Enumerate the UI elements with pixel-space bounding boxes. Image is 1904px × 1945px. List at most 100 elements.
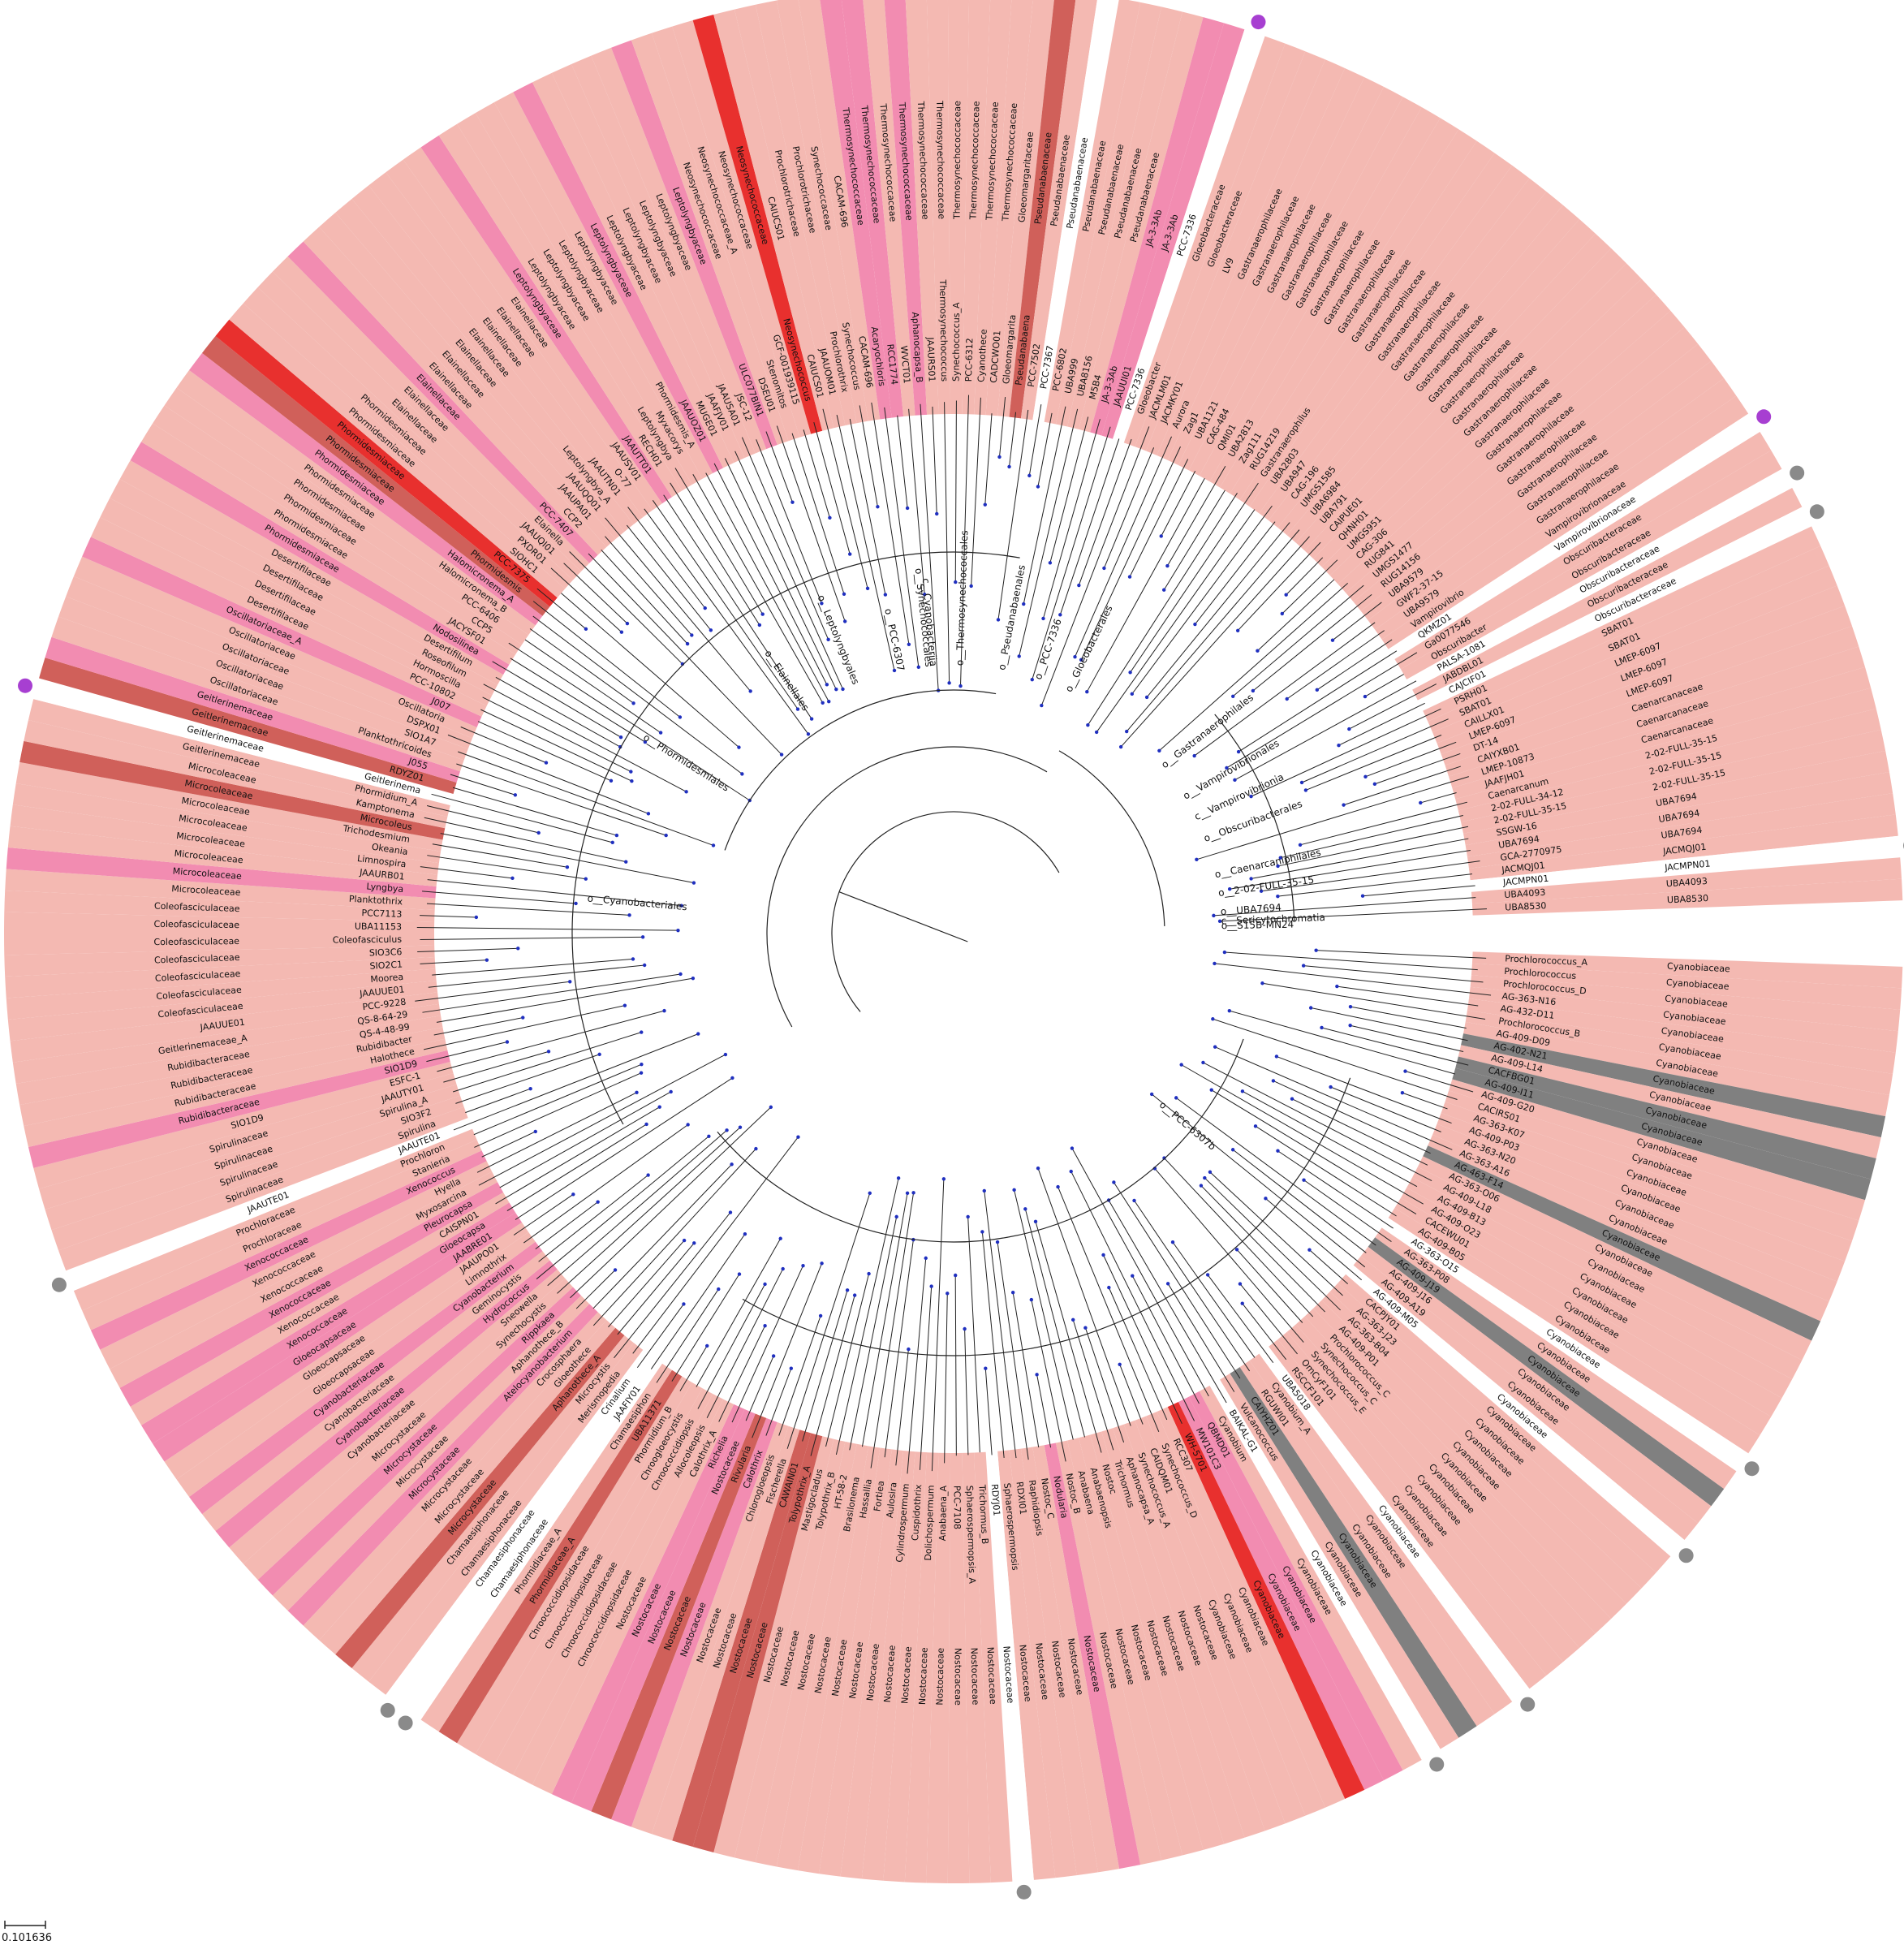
clade-band	[884, 0, 928, 416]
tree-node	[771, 1354, 776, 1358]
tree-node	[1149, 1092, 1154, 1097]
tip-family-label: Cyanobiaceae	[1665, 977, 1730, 992]
annotation-dot	[1520, 1697, 1536, 1712]
tip-branch	[422, 891, 576, 904]
clade-band	[692, 14, 823, 434]
clade-band	[10, 804, 439, 875]
clade-band	[1135, 1416, 1306, 1824]
clade-band	[1167, 67, 1365, 465]
tree-node	[1342, 803, 1346, 807]
tree-node	[820, 602, 824, 606]
tree-node	[821, 701, 825, 705]
clade-band	[1079, 11, 1204, 433]
tree-node	[1107, 1285, 1111, 1290]
tip-branch	[1242, 1090, 1418, 1188]
clade-band	[1346, 310, 1685, 602]
tip-family-label: Coleofasciculaceae	[153, 919, 239, 930]
clade-band	[985, 0, 1033, 416]
clade-band	[189, 352, 543, 626]
tip-branch	[515, 1077, 733, 1220]
tree-node	[1238, 1282, 1243, 1286]
tree-node	[1256, 649, 1260, 653]
tip-branch	[908, 408, 925, 595]
tree-node	[684, 790, 688, 794]
clade-band	[12, 783, 442, 864]
tip-branch	[967, 1216, 980, 1453]
clade-band	[513, 82, 724, 474]
clade-band	[10, 992, 439, 1063]
clade-band	[1406, 1177, 1793, 1399]
clade-band	[1249, 1353, 1513, 1714]
tree-node	[1335, 984, 1339, 989]
tree-node	[828, 515, 832, 520]
clade-band	[1471, 951, 1903, 989]
tip-branch	[663, 494, 812, 719]
tree-node	[1199, 1184, 1204, 1188]
clade-band	[1277, 191, 1563, 536]
tip-genus-label: RCC1774	[885, 343, 899, 386]
tree-node	[640, 1030, 644, 1034]
tip-family-label: Coleofasciculaceae	[153, 936, 239, 947]
tip-branch	[971, 397, 981, 586]
clade-band	[1020, 0, 1097, 420]
tree-node	[760, 612, 765, 616]
tree-node	[709, 628, 713, 632]
tree-node	[929, 1284, 933, 1288]
tip-family-label: Thermosynechococcaceae	[952, 101, 963, 220]
tree-node	[842, 619, 847, 623]
clade-band	[176, 1231, 536, 1497]
tip-genus-label: PCC-7108	[952, 1486, 963, 1529]
tree-node	[624, 860, 628, 864]
tree-branches	[415, 395, 1492, 1474]
clade-band	[4, 934, 435, 955]
clade-band	[73, 556, 477, 739]
tip-branch	[483, 684, 687, 792]
clade-band	[90, 1150, 487, 1350]
tip-branch	[450, 774, 515, 796]
tree-node	[1101, 1253, 1105, 1257]
clade-band	[863, 0, 915, 416]
tip-branch	[532, 601, 681, 718]
tip-branch	[453, 1033, 699, 1131]
tree-node	[763, 1282, 767, 1287]
tree-node	[1118, 744, 1123, 749]
tree-node	[1161, 588, 1166, 592]
clade-band	[672, 1430, 812, 1848]
clade-band	[1467, 998, 1896, 1074]
tree-node	[658, 731, 663, 735]
tree-node	[966, 1214, 970, 1219]
tree-node	[1253, 1124, 1258, 1128]
tip-branch	[1242, 1303, 1287, 1361]
tip-branch	[1303, 1180, 1392, 1242]
tip-branch	[1237, 541, 1321, 632]
clade-band	[1467, 793, 1896, 869]
tip-branch	[836, 415, 895, 671]
tree-node	[1023, 1207, 1027, 1211]
tree-node	[627, 913, 631, 917]
tree-node	[1070, 1146, 1075, 1150]
clade-band	[1375, 1227, 1737, 1490]
clade-band	[776, 1443, 868, 1871]
tip-branch	[670, 482, 760, 626]
clade-band	[33, 678, 454, 806]
clade-color-bands	[4, 0, 1903, 1883]
clade-band	[457, 113, 692, 491]
clade-band	[1009, 0, 1076, 419]
clade-band	[420, 135, 673, 504]
tip-branch	[652, 500, 799, 709]
tree-node	[740, 772, 744, 776]
tip-branch	[954, 1275, 957, 1456]
tip-branch	[1194, 622, 1376, 757]
tree-node	[1301, 964, 1306, 968]
clade-band	[1055, 1440, 1162, 1865]
clade-band	[1368, 360, 1725, 630]
tree-node	[1290, 1097, 1294, 1101]
tree-node	[717, 1287, 721, 1292]
clade-band	[1471, 878, 1903, 916]
clade-band	[1295, 219, 1596, 551]
clade-band	[420, 1363, 673, 1732]
tree-node	[609, 778, 614, 783]
tip-branch	[627, 507, 706, 609]
tip-branch	[605, 517, 752, 692]
clade-band	[1313, 1300, 1627, 1619]
